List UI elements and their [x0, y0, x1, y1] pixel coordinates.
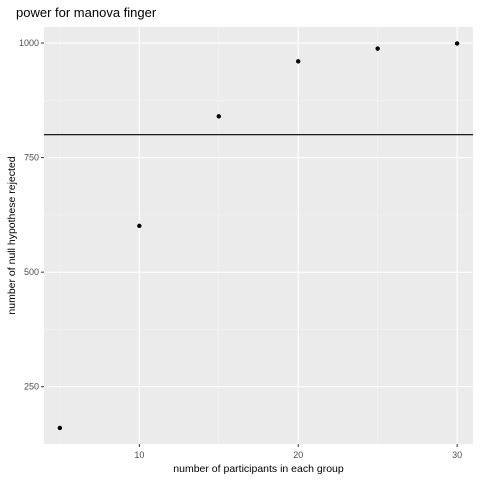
data-points	[57, 41, 460, 431]
tick-labels: 10 20 30 250 500 750 1000	[19, 38, 462, 460]
data-point	[454, 41, 460, 46]
y-tick-label: 750	[24, 153, 39, 163]
x-tick-label: 20	[293, 450, 303, 460]
x-tick-label: 30	[452, 450, 462, 460]
y-axis-title: number of null hypothese rejected	[6, 156, 18, 314]
y-tick-label: 1000	[19, 38, 39, 48]
chart-title: power for manova finger	[16, 5, 157, 20]
plot-panel	[44, 27, 473, 444]
data-point	[216, 114, 221, 119]
data-point	[137, 223, 142, 229]
data-point	[375, 46, 380, 51]
data-point	[296, 59, 301, 64]
y-tick-label: 250	[24, 382, 39, 392]
x-axis-title: number of participants in each group	[173, 463, 344, 475]
x-tick-label: 10	[134, 450, 144, 460]
minor-gridlines	[44, 27, 473, 444]
data-point	[57, 425, 63, 431]
major-gridlines	[44, 27, 473, 444]
y-tick-label: 500	[24, 267, 39, 277]
axis-ticks	[41, 42, 458, 447]
